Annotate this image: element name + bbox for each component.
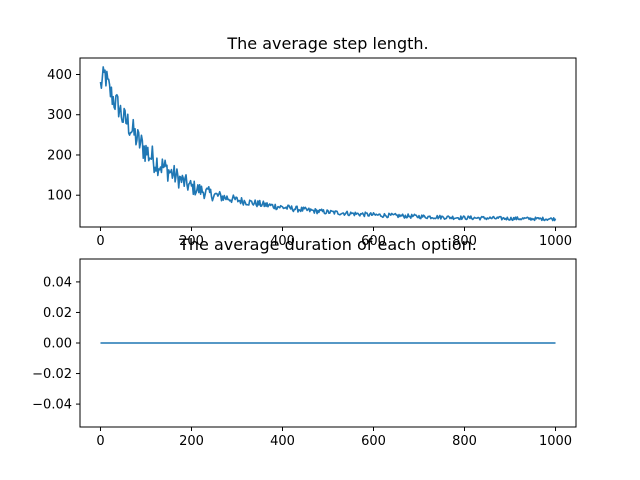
x-tick-label: 200 bbox=[179, 434, 204, 449]
y-tick-label: 200 bbox=[47, 148, 72, 163]
y-tick-label: 100 bbox=[47, 189, 72, 204]
x-tick-label: 400 bbox=[270, 434, 295, 449]
series-line bbox=[99, 66, 557, 222]
x-tick-label: 1000 bbox=[539, 234, 572, 249]
x-tick-label: 800 bbox=[452, 234, 477, 249]
y-tick-label: −0.02 bbox=[32, 367, 72, 382]
x-tick-label: 400 bbox=[270, 234, 295, 249]
x-tick-label: 0 bbox=[96, 434, 104, 449]
y-tick-label: 0.02 bbox=[43, 306, 72, 321]
y-tick-label: 0.00 bbox=[43, 337, 72, 352]
y-tick-label: 300 bbox=[47, 108, 72, 123]
x-tick-label: 800 bbox=[452, 434, 477, 449]
subplot-option-duration: 0 200 400 600 800 1000 −0.04 −0.02 0.00 0.02 0.04 T… bbox=[32, 235, 577, 449]
axes-frame bbox=[79, 57, 577, 228]
x-tick-label: 200 bbox=[179, 234, 204, 249]
y-tick-label: 400 bbox=[47, 68, 72, 83]
x-tick-label: 600 bbox=[361, 434, 386, 449]
x-tick-label: 0 bbox=[96, 234, 104, 249]
x-tick-label: 600 bbox=[361, 234, 386, 249]
y-tick-label: 0.04 bbox=[43, 275, 72, 290]
subplot-step-length: 0 200 400 600 800 1000 100 200 300 400 The average… bbox=[47, 34, 577, 249]
x-tick-label: 1000 bbox=[539, 434, 572, 449]
chart-title: The average duration of each option. bbox=[178, 235, 477, 254]
chart-title: The average step length. bbox=[226, 34, 428, 53]
y-tick-label: −0.04 bbox=[32, 398, 72, 413]
